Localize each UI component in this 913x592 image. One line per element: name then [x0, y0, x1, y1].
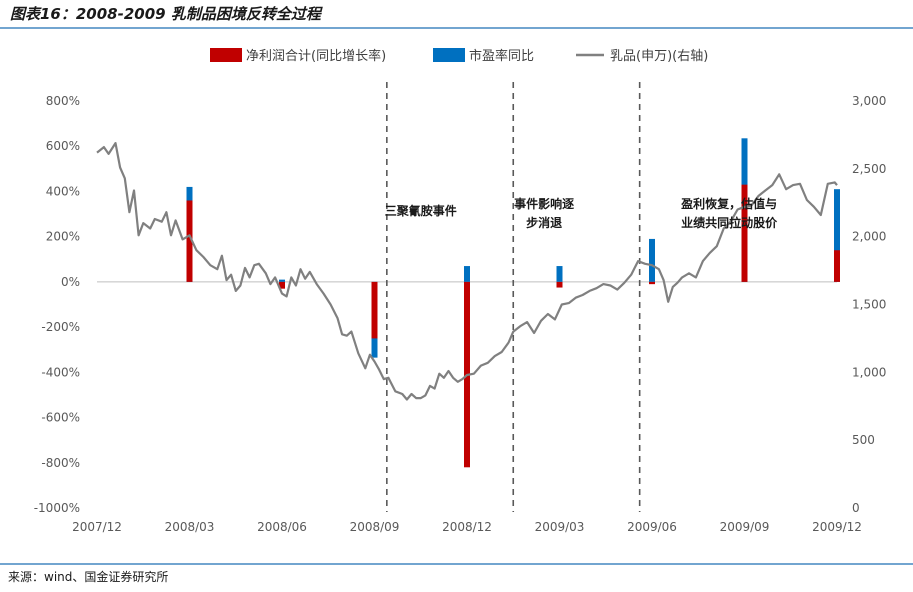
source-note: 来源：wind、国金证券研究所 — [8, 570, 169, 584]
y-left-tick-label: -400% — [41, 365, 80, 379]
x-tick-label: 2008/06 — [257, 520, 307, 534]
y-right-tick-label: 1,000 — [852, 365, 886, 379]
profit-bar — [556, 281, 563, 288]
x-tick-label: 2007/12 — [72, 520, 122, 534]
y-left-tick-label: 200% — [46, 230, 80, 244]
pe-bar — [464, 266, 470, 282]
legend-swatch-profit — [210, 48, 242, 62]
pe-bar — [279, 279, 285, 282]
annotation-text: 事件影响逐 — [514, 196, 574, 211]
y-right-tick-label: 500 — [852, 433, 875, 447]
y-left-tick-label: 400% — [46, 184, 80, 198]
y-left-tick-label: 600% — [46, 139, 80, 153]
legend-label-pe: 市盈率同比 — [469, 48, 534, 64]
y-right-tick-label: 3,000 — [852, 94, 886, 108]
annotation-text: 盈利恢复，估值与 — [680, 196, 777, 211]
x-tick-label: 2009/06 — [627, 520, 677, 534]
y-left-tick-label: -1000% — [34, 501, 80, 515]
x-tick-label: 2009/12 — [812, 520, 862, 534]
annotation-text: 步消退 — [526, 215, 562, 230]
profit-bar — [371, 281, 378, 339]
y-left-tick-label: -800% — [41, 456, 80, 470]
y-right-tick-label: 1,500 — [852, 298, 886, 312]
profit-bar — [741, 184, 748, 282]
y-left-tick-label: -600% — [41, 411, 80, 425]
y-right-tick-label: 2,500 — [852, 162, 886, 176]
pe-bar — [556, 266, 563, 282]
x-tick-label: 2008/03 — [165, 520, 215, 534]
legend-label-profit: 净利润合计(同比增长率) — [246, 48, 386, 64]
x-tick-label: 2009/09 — [720, 520, 770, 534]
legend-swatch-pe — [433, 48, 465, 62]
annotation-text: 业绩共同拉动股价 — [681, 215, 778, 230]
x-tick-label: 2009/03 — [535, 520, 585, 534]
pe-bar — [834, 189, 840, 282]
y-left-tick-label: 0% — [61, 275, 80, 289]
legend-label-index: 乳品(申万)(右轴) — [610, 49, 708, 64]
annotation-text: 三聚氰胺事件 — [385, 203, 457, 218]
figure-title: 图表16：2008-2009 乳制品困境反转全过程 — [10, 5, 321, 23]
y-right-tick-label: 2,000 — [852, 230, 886, 244]
profit-bar — [279, 281, 285, 289]
y-left-tick-label: -200% — [41, 320, 80, 334]
pe-bar — [649, 238, 655, 282]
profit-bar — [649, 281, 655, 285]
y-left-tick-label: 800% — [46, 94, 80, 108]
y-right-tick-label: 0 — [852, 501, 860, 515]
x-tick-label: 2008/09 — [350, 520, 400, 534]
profit-bar — [186, 200, 193, 282]
profit-bar — [834, 250, 840, 282]
x-tick-label: 2008/12 — [442, 520, 492, 534]
index-line — [96, 142, 838, 401]
